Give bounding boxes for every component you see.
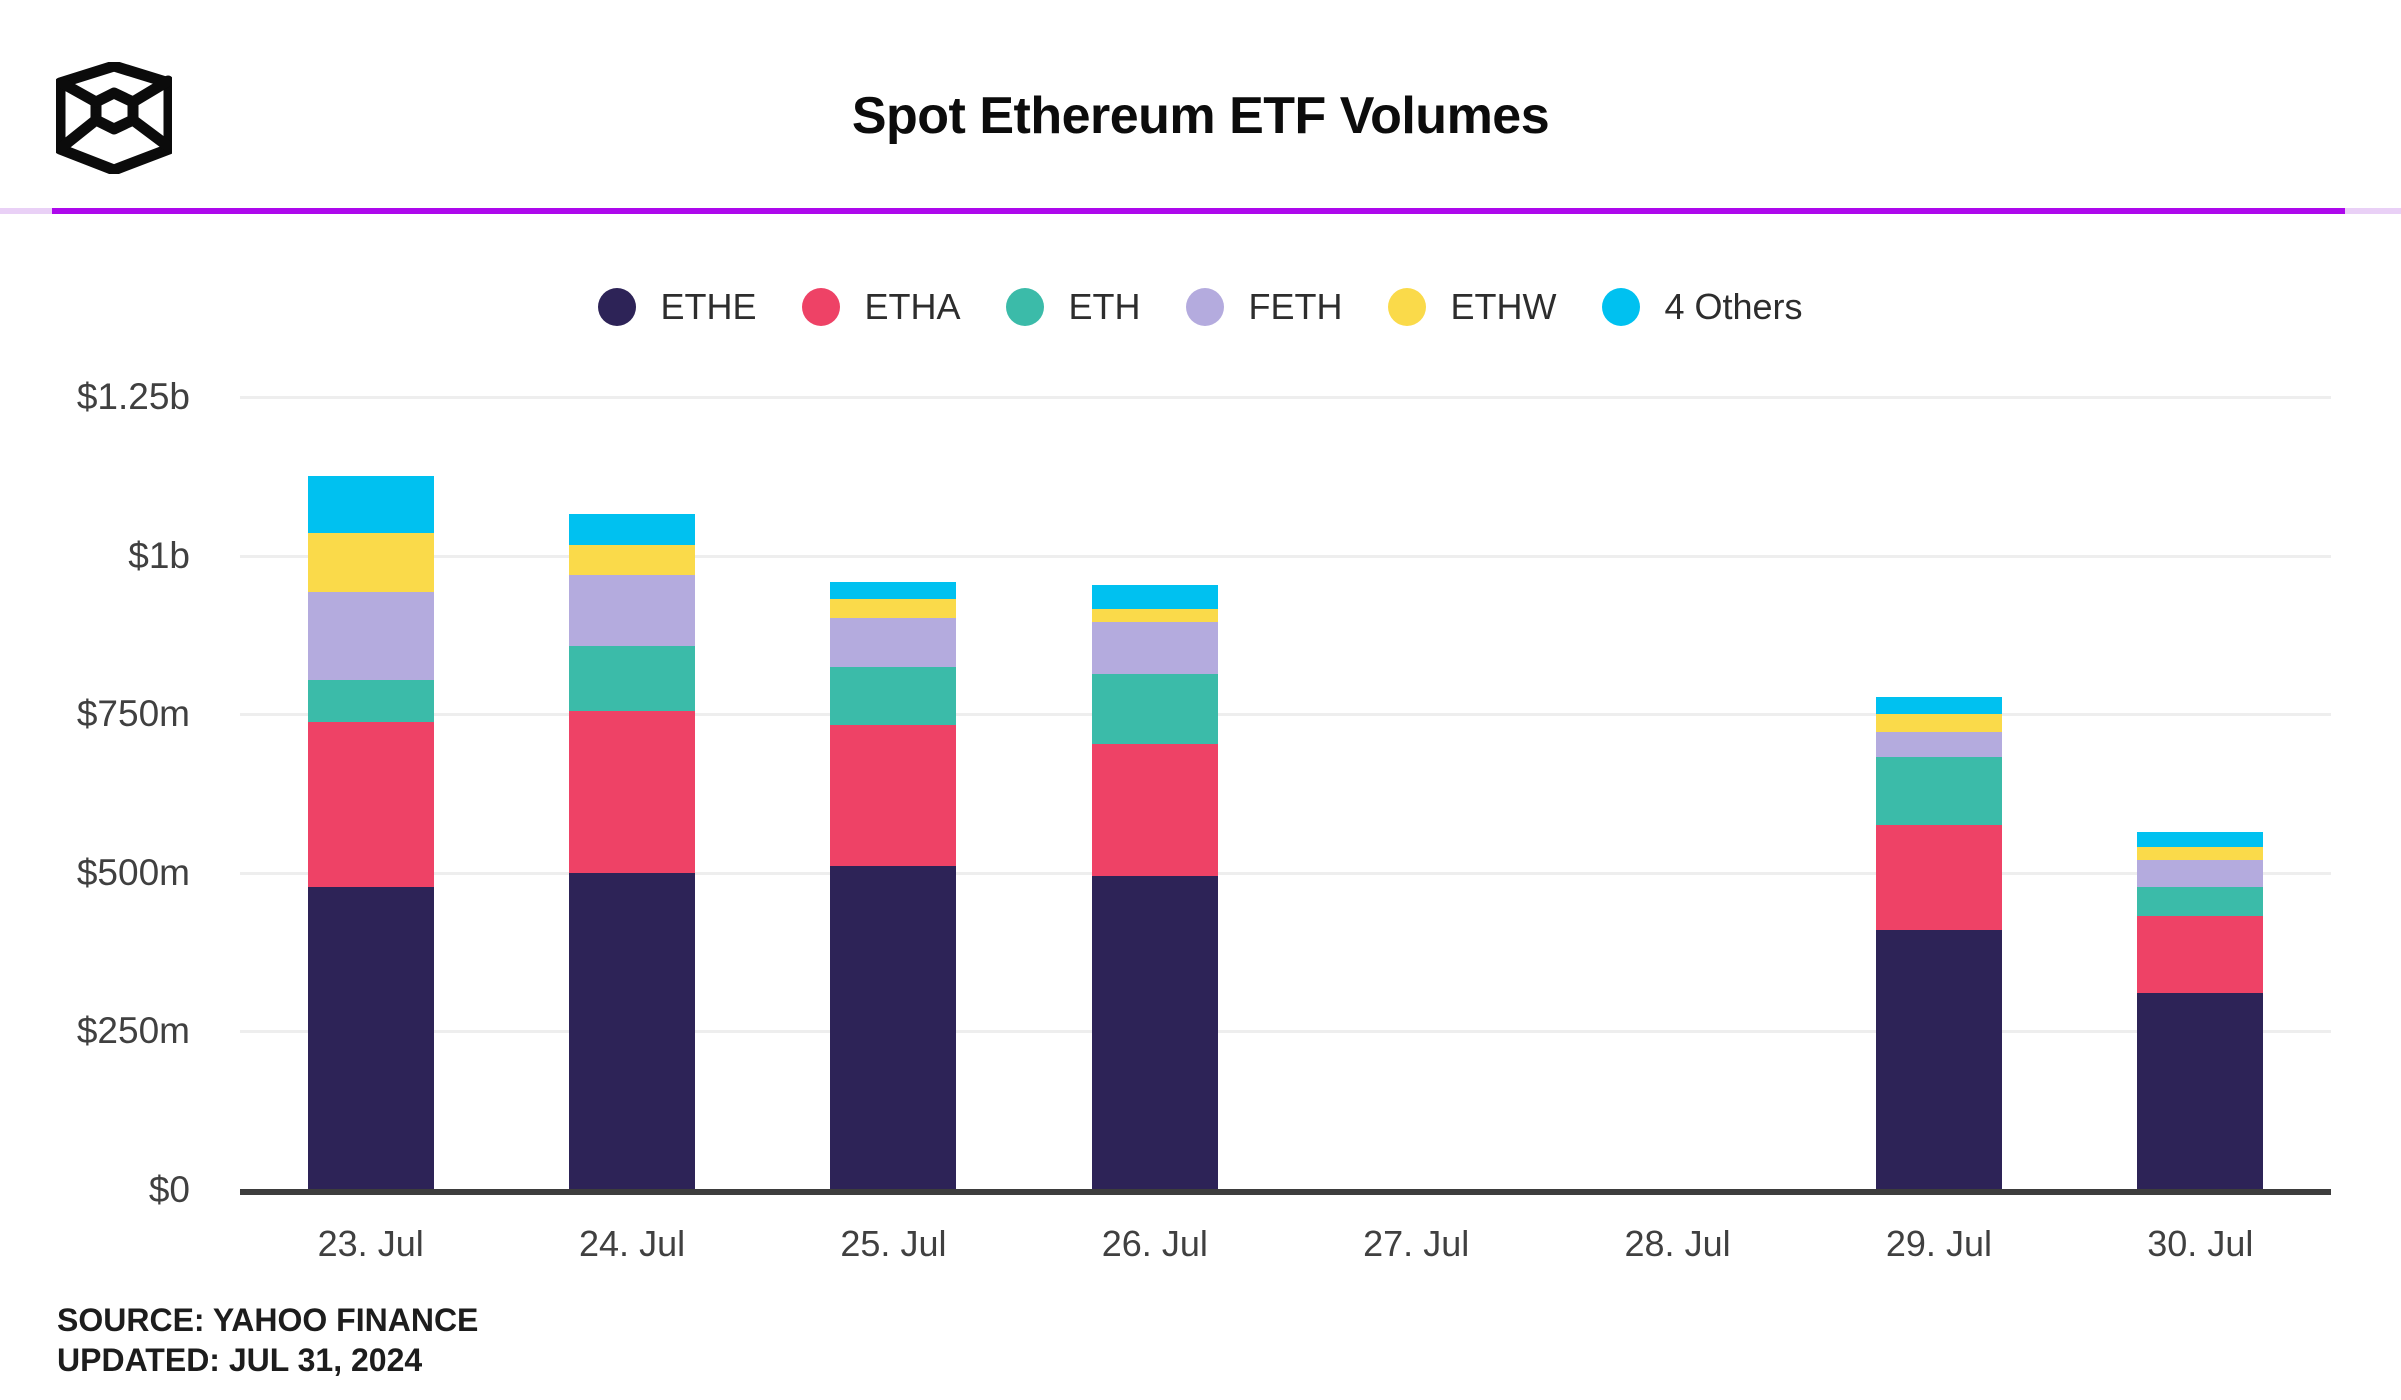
bar-segment-ethe — [830, 866, 957, 1190]
y-tick-label: $750m — [76, 693, 190, 735]
legend-label: ETH — [1068, 286, 1141, 327]
x-tick-label: 23. Jul — [317, 1223, 424, 1264]
bar-segment-4-others — [2137, 831, 2264, 848]
bar-segment-4-others — [307, 475, 434, 533]
x-tick-label: 24. Jul — [579, 1223, 686, 1264]
bar-segment-feth — [1091, 621, 1218, 675]
bar-segment-ethe — [1091, 875, 1218, 1190]
bar-segment-eth — [569, 645, 696, 711]
x-axis-line — [240, 1189, 2331, 1195]
legend-label: FETH — [1248, 286, 1343, 327]
legend-dot-icon — [1186, 288, 1225, 326]
bar-segment-etha — [1875, 824, 2002, 930]
bar-segment-feth — [830, 617, 957, 667]
x-tick-label: 28. Jul — [1624, 1223, 1731, 1264]
legend-dot-icon — [598, 288, 637, 326]
chart-footer: SOURCE: YAHOO FINANCE UPDATED: JUL 31, 2… — [57, 1300, 478, 1380]
legend-item-ethw: ETHW — [1388, 286, 1556, 328]
accent-divider-fill — [52, 208, 2345, 214]
legend-item-etha: ETHA — [802, 286, 960, 328]
bar-segment-feth — [569, 575, 696, 646]
y-tick-label: $1b — [128, 534, 190, 576]
bar-segment-eth — [1091, 674, 1218, 744]
legend-item-eth: ETH — [1006, 286, 1140, 328]
bar-segment-etha — [1091, 744, 1218, 876]
bar-segment-eth — [830, 666, 957, 725]
bar-segment-ethe — [1875, 929, 2002, 1190]
legend-item-feth: FETH — [1186, 286, 1342, 328]
gridline — [240, 713, 2331, 717]
y-tick-label: $0 — [148, 1169, 190, 1210]
bar-segment-ethw — [830, 599, 957, 618]
y-tick-label: $500m — [76, 851, 190, 893]
legend-label: ETHW — [1450, 286, 1557, 327]
bar-segment-feth — [2137, 860, 2264, 888]
bar-segment-ethw — [569, 544, 696, 576]
gridline — [240, 871, 2331, 875]
bar-segment-ethw — [307, 532, 434, 592]
bar-segment-ethe — [307, 886, 434, 1190]
the-block-logo-icon — [56, 62, 172, 174]
y-tick-label: $250m — [76, 1010, 190, 1052]
page-title: Spot Ethereum ETF Volumes — [851, 87, 1550, 145]
bar-segment-ethw — [1875, 713, 2002, 732]
gridline — [240, 554, 2331, 558]
bar-segment-eth — [1875, 757, 2002, 825]
gridline — [240, 396, 2331, 399]
x-tick-label: 30. Jul — [2147, 1223, 2254, 1264]
legend-dot-icon — [802, 288, 841, 326]
y-tick-label: $1.25b — [76, 376, 190, 417]
legend-dot-icon — [1006, 288, 1045, 326]
source-text: SOURCE: YAHOO FINANCE — [57, 1302, 479, 1338]
accent-divider — [0, 208, 2401, 214]
chart-legend: ETHE ETHA ETH FETH ETHW 4 Others — [0, 286, 2401, 328]
x-tick-label: 27. Jul — [1363, 1223, 1470, 1264]
bar-segment-eth — [2137, 887, 2264, 916]
bar-segment-4-others — [1091, 584, 1218, 609]
bar-segment-ethw — [1091, 608, 1218, 622]
legend-dot-icon — [1388, 288, 1427, 326]
bar-segment-etha — [569, 711, 696, 873]
bar-segment-feth — [1875, 731, 2002, 758]
bar-segment-4-others — [569, 513, 696, 545]
bar-segment-etha — [830, 724, 957, 867]
bar-segment-eth — [307, 679, 434, 722]
bar-segment-feth — [307, 591, 434, 680]
legend-label: ETHA — [864, 286, 961, 327]
legend-item-ethe: ETHE — [598, 286, 756, 328]
updated-text: UPDATED: JUL 31, 2024 — [57, 1342, 423, 1378]
bar-segment-ethw — [2137, 847, 2264, 861]
bar-segment-etha — [307, 721, 434, 887]
bar-segment-4-others — [830, 581, 957, 600]
bar-segment-ethe — [569, 872, 696, 1190]
x-tick-label: 29. Jul — [1885, 1223, 1992, 1264]
legend-dot-icon — [1602, 288, 1641, 326]
legend-item-4-others: 4 Others — [1602, 286, 1803, 328]
bar-segment-ethe — [2137, 993, 2264, 1190]
bar-segment-etha — [2137, 915, 2264, 994]
legend-label: 4 Others — [1664, 286, 1803, 327]
x-tick-label: 26. Jul — [1101, 1223, 1208, 1264]
x-tick-label: 25. Jul — [840, 1223, 947, 1264]
gridline — [240, 1030, 2331, 1034]
legend-label: ETHE — [660, 286, 757, 327]
bar-segment-4-others — [1875, 697, 2002, 714]
